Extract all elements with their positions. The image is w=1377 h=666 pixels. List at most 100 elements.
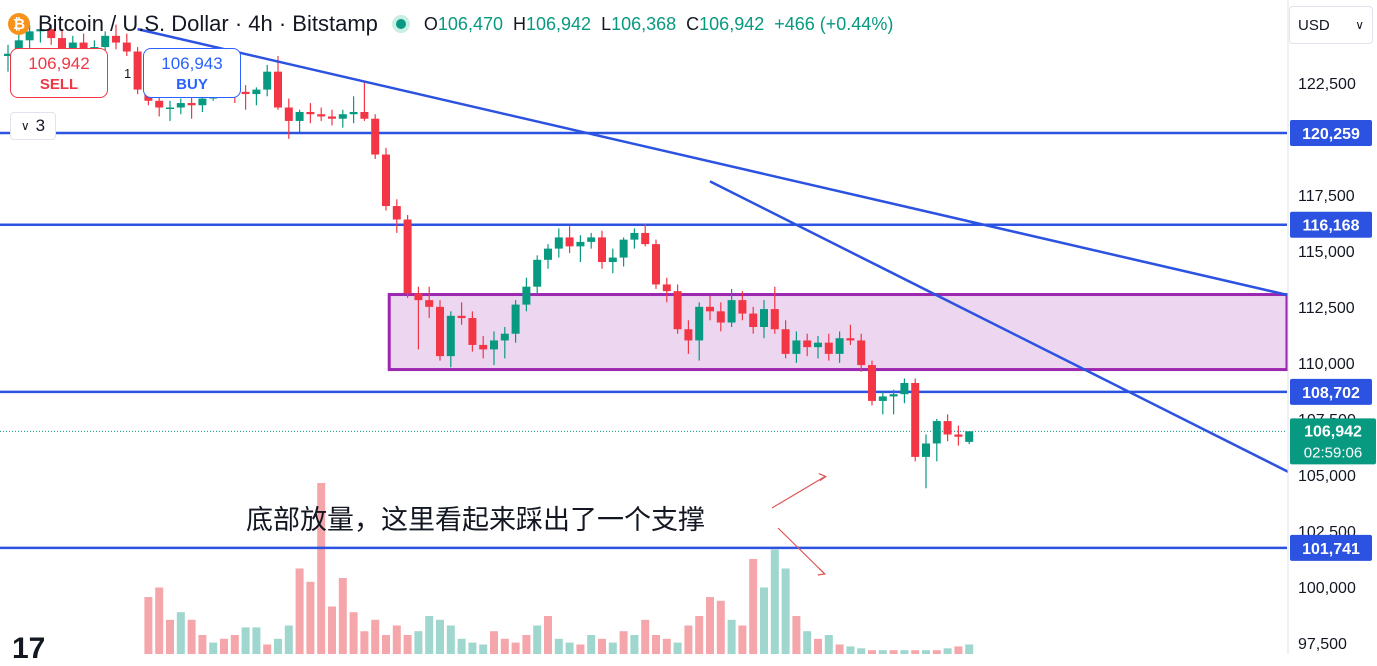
candle-body[interactable] bbox=[576, 241, 585, 247]
candle-body[interactable] bbox=[349, 111, 358, 115]
volume-bar bbox=[770, 549, 779, 654]
candle-body[interactable] bbox=[630, 232, 639, 240]
candle-body[interactable] bbox=[403, 219, 412, 294]
candle-body[interactable] bbox=[490, 340, 498, 350]
candle-body[interactable] bbox=[684, 329, 693, 341]
candle-body[interactable] bbox=[608, 257, 617, 263]
candle-body[interactable] bbox=[781, 329, 790, 354]
candle-body[interactable] bbox=[176, 103, 185, 108]
candle-body[interactable] bbox=[846, 338, 855, 341]
candle-body[interactable] bbox=[436, 306, 444, 357]
candle-body[interactable] bbox=[263, 71, 272, 90]
candle-body[interactable] bbox=[792, 340, 801, 354]
candle-body[interactable] bbox=[662, 284, 671, 292]
candle-body[interactable] bbox=[284, 107, 293, 121]
candle-body[interactable] bbox=[101, 35, 110, 48]
candle-body[interactable] bbox=[58, 38, 66, 50]
candle-body[interactable] bbox=[14, 40, 23, 54]
candle-body[interactable] bbox=[122, 42, 131, 52]
candle-body[interactable] bbox=[522, 286, 531, 305]
candle-body[interactable] bbox=[533, 259, 542, 287]
candle-body[interactable] bbox=[133, 51, 142, 90]
candle-body[interactable] bbox=[878, 396, 887, 401]
candle-body[interactable] bbox=[166, 107, 174, 110]
candle-body[interactable] bbox=[868, 365, 876, 401]
candle-body[interactable] bbox=[382, 154, 390, 207]
candle-body[interactable] bbox=[446, 315, 455, 357]
candle-body[interactable] bbox=[749, 313, 758, 327]
candle-body[interactable] bbox=[371, 118, 380, 155]
candle-body[interactable] bbox=[544, 248, 552, 260]
candle-body[interactable] bbox=[425, 300, 434, 307]
candle-body[interactable] bbox=[943, 421, 952, 435]
candle-body[interactable] bbox=[306, 111, 315, 115]
candle-body[interactable] bbox=[587, 237, 596, 242]
candle-body[interactable] bbox=[274, 71, 282, 108]
trendline[interactable] bbox=[137, 27, 1377, 399]
annotation-text[interactable]: 底部放量，这里看起来踩出了一个支撑 bbox=[246, 505, 705, 535]
candle-body[interactable] bbox=[565, 237, 574, 247]
bar-countdown-label: 02:59:06 bbox=[1304, 444, 1362, 461]
candle-body[interactable] bbox=[770, 309, 779, 330]
volume-bar bbox=[792, 616, 801, 654]
candle-body[interactable] bbox=[706, 306, 714, 312]
candle-body[interactable] bbox=[4, 53, 12, 56]
candle-body[interactable] bbox=[360, 111, 369, 119]
candle-body[interactable] bbox=[824, 342, 833, 354]
candle-body[interactable] bbox=[511, 304, 520, 334]
candle-body[interactable] bbox=[619, 239, 628, 258]
candle-body[interactable] bbox=[457, 315, 466, 319]
candle-body[interactable] bbox=[112, 35, 120, 43]
candle-body[interactable] bbox=[911, 382, 920, 457]
volume-bar bbox=[684, 625, 693, 654]
candle-body[interactable] bbox=[641, 232, 650, 245]
candle-body[interactable] bbox=[932, 421, 941, 444]
candle-body[interactable] bbox=[803, 340, 812, 348]
candle-body[interactable] bbox=[317, 114, 326, 117]
candle-body[interactable] bbox=[198, 98, 207, 106]
candle-body[interactable] bbox=[695, 306, 704, 341]
sell-button[interactable]: 106,942 SELL bbox=[10, 48, 108, 98]
candle-body[interactable] bbox=[468, 318, 477, 345]
candle-body[interactable] bbox=[814, 342, 822, 348]
range-zone[interactable] bbox=[387, 293, 1289, 372]
candle-body[interactable] bbox=[338, 114, 347, 119]
candle-body[interactable] bbox=[414, 293, 423, 301]
candle-body[interactable] bbox=[738, 300, 747, 314]
candle-body[interactable] bbox=[392, 206, 401, 220]
candle-body[interactable] bbox=[965, 431, 974, 442]
trendline[interactable] bbox=[709, 180, 1377, 528]
candle-body[interactable] bbox=[900, 382, 909, 395]
candle-body[interactable] bbox=[716, 311, 725, 323]
currency-select[interactable]: USD ∨ bbox=[1289, 6, 1373, 44]
candle-body[interactable] bbox=[673, 291, 682, 330]
candle-body[interactable] bbox=[252, 89, 261, 95]
candle-body[interactable] bbox=[68, 42, 77, 50]
candle-body[interactable] bbox=[500, 333, 509, 341]
candle-body[interactable] bbox=[652, 244, 660, 285]
candle-body[interactable] bbox=[479, 344, 488, 350]
candle-body[interactable] bbox=[295, 111, 304, 121]
candle-body[interactable] bbox=[922, 443, 930, 457]
candle-body[interactable] bbox=[155, 100, 164, 108]
candle-body[interactable] bbox=[857, 340, 866, 366]
symbol-title[interactable]: Bitcoin / U.S. Dollar · 4h · Bitstamp bbox=[38, 11, 378, 36]
price-tick-label: 100,000 bbox=[1298, 580, 1356, 597]
buy-button[interactable]: 106,943 BUY bbox=[143, 48, 241, 98]
candle-body[interactable] bbox=[47, 29, 56, 39]
candle-body[interactable] bbox=[187, 103, 196, 106]
candle-body[interactable] bbox=[554, 237, 563, 249]
candle-body[interactable] bbox=[36, 29, 45, 32]
candle-body[interactable] bbox=[954, 434, 963, 437]
candle-body[interactable] bbox=[328, 116, 336, 119]
candle-body[interactable] bbox=[241, 91, 250, 95]
candle-body[interactable] bbox=[727, 300, 736, 323]
candle-body[interactable] bbox=[889, 394, 898, 397]
candle-body[interactable] bbox=[598, 237, 606, 263]
candle-body[interactable] bbox=[835, 338, 844, 354]
indicators-toggle[interactable]: ∨ 3 bbox=[10, 112, 56, 140]
candle-body[interactable] bbox=[79, 42, 88, 52]
candle-body[interactable] bbox=[760, 309, 768, 327]
candle-body[interactable] bbox=[25, 31, 34, 41]
